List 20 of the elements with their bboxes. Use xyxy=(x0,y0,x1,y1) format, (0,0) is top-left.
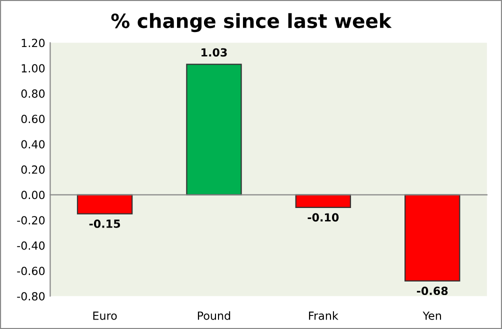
y-tick-label: 1.00 xyxy=(22,64,45,72)
x-tick-label: Pound xyxy=(198,311,230,320)
data-label: -0.10 xyxy=(308,213,339,222)
y-tick-label: 1.20 xyxy=(22,38,45,48)
x-tick-label: Frank xyxy=(309,311,338,320)
chart-title: % change since last week xyxy=(111,13,392,32)
y-tick-label: 0.00 xyxy=(21,190,45,200)
data-label: -0.68 xyxy=(416,286,448,296)
y-tick-label: -0.40 xyxy=(17,241,45,250)
x-tick-label: Yen xyxy=(422,312,441,320)
y-tick-label: -0.80 xyxy=(17,292,45,300)
y-tick-label: 0.40 xyxy=(21,140,45,148)
data-label: 1.03 xyxy=(202,48,227,57)
y-tick-label: 0.80 xyxy=(21,89,45,98)
y-tick-label: 0.20 xyxy=(21,165,45,174)
y-tick-label: -0.60 xyxy=(17,266,45,276)
y-tick-label: -0.20 xyxy=(17,216,45,224)
x-tick-label: Euro xyxy=(93,312,117,320)
y-tick-label: 0.60 xyxy=(21,114,45,124)
data-label: -0.15 xyxy=(89,220,120,228)
